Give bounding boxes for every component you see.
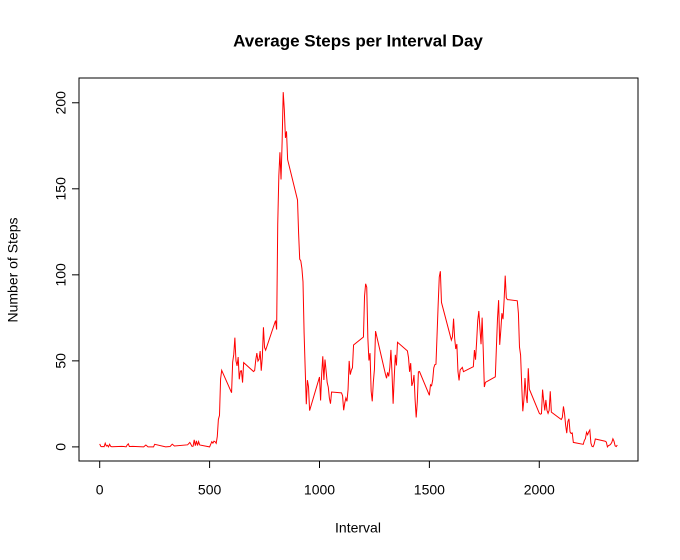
y-tick-label: 100 bbox=[53, 263, 69, 287]
data-line bbox=[99, 92, 618, 449]
y-tick-label: 0 bbox=[53, 443, 69, 451]
x-tick-label: 500 bbox=[198, 482, 222, 498]
x-tick-label: 2000 bbox=[524, 482, 555, 498]
y-tick-label: 50 bbox=[53, 353, 69, 369]
y-tick-label: 150 bbox=[53, 177, 69, 201]
x-tick-label: 1000 bbox=[304, 482, 335, 498]
y-axis-label: Number of Steps bbox=[5, 217, 21, 322]
plot-frame bbox=[78, 77, 639, 462]
chart-title: Average Steps per Interval Day bbox=[233, 31, 483, 50]
x-tick-label: 1500 bbox=[414, 482, 445, 498]
x-axis-label: Interval bbox=[335, 520, 381, 536]
y-tick-label: 200 bbox=[53, 91, 69, 115]
x-tick-label: 0 bbox=[96, 482, 104, 498]
